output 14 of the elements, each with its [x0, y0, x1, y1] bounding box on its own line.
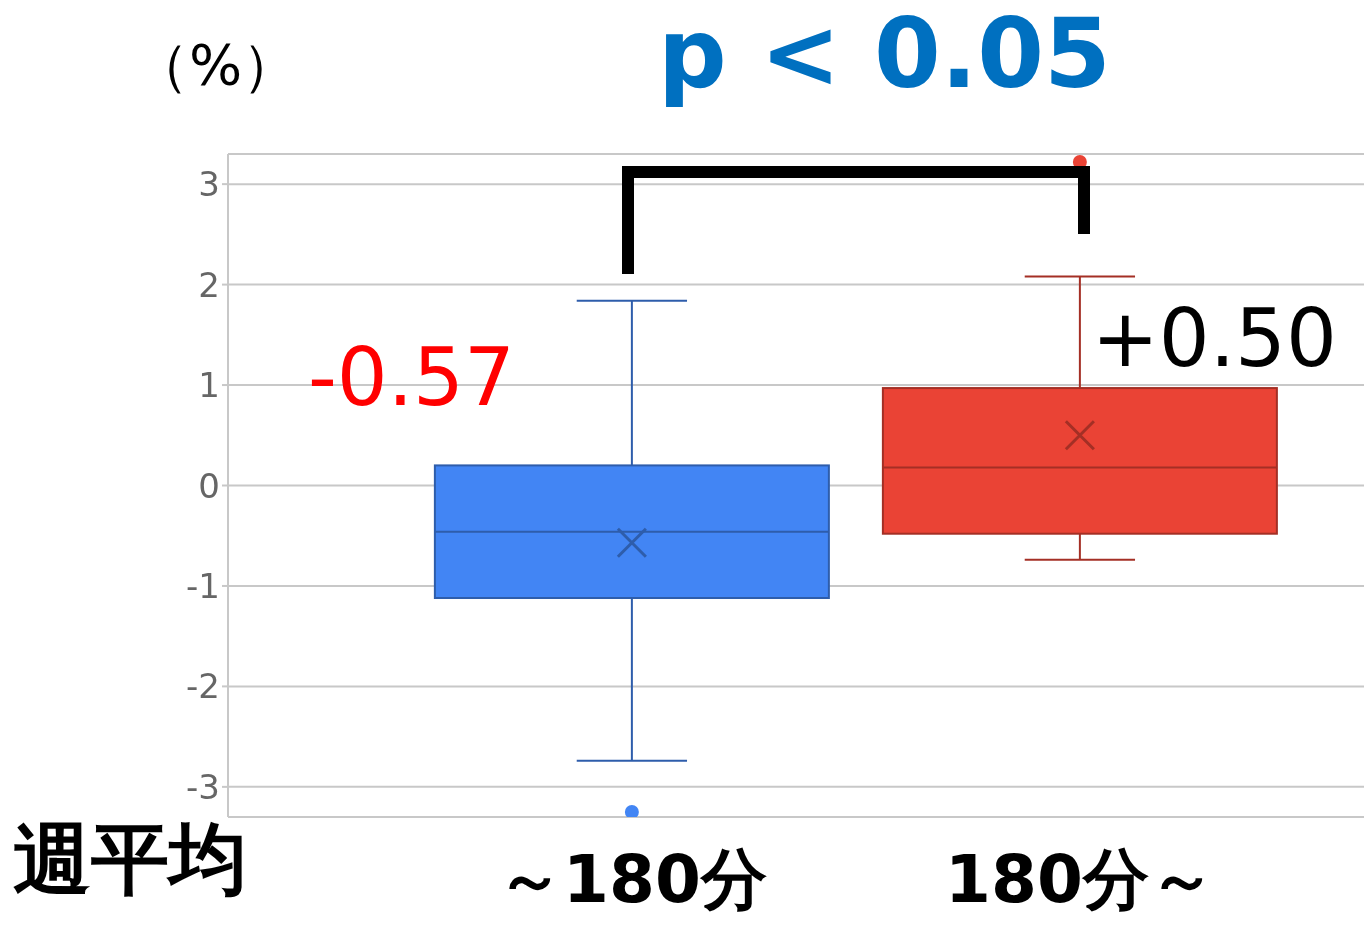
- x-tick-label: 180分～: [945, 840, 1215, 918]
- y-tick-label: 2: [198, 264, 220, 305]
- x-axis-title: 週平均: [13, 813, 247, 906]
- y-tick-label: -3: [186, 766, 220, 807]
- y-tick-label: 1: [198, 365, 220, 406]
- annotation: +0.50: [1091, 292, 1337, 386]
- annotation: -0.57: [307, 331, 515, 425]
- text: p < 0.05: [658, 0, 1111, 110]
- y-tick-label: -2: [186, 666, 220, 707]
- y-tick-label: -1: [186, 566, 220, 607]
- x-tick-label: ～180分: [497, 840, 767, 918]
- y-tick-label: 3: [198, 164, 220, 205]
- y-tick-label: 0: [198, 465, 220, 506]
- y-axis-title: （%）: [133, 31, 299, 99]
